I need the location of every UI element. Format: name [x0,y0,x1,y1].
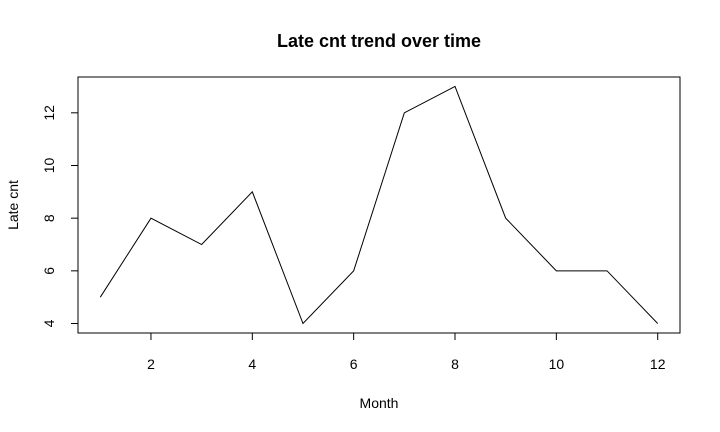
x-tick-label: 4 [248,356,256,372]
x-tick-label: 2 [147,356,155,372]
x-tick-label: 8 [451,356,459,372]
y-tick-label: 4 [41,319,57,327]
y-tick-label: 10 [41,157,57,173]
y-tick-label: 8 [41,214,57,222]
plot-frame [77,76,681,334]
x-tick-label: 6 [350,356,358,372]
chart-title: Late cnt trend over time [277,31,481,51]
x-tick-label: 12 [650,356,666,372]
x-tick-label: 10 [549,356,565,372]
series-line [99,85,659,325]
y-tick-label: 6 [41,267,57,275]
series-layer [99,85,659,325]
y-axis: 4 6 8 10 12 [41,105,78,327]
y-axis-label: Late cnt [5,180,21,230]
x-axis-label: Month [360,395,399,411]
x-axis: 2 4 6 8 10 12 [147,333,666,372]
y-tick-label: 12 [41,105,57,121]
